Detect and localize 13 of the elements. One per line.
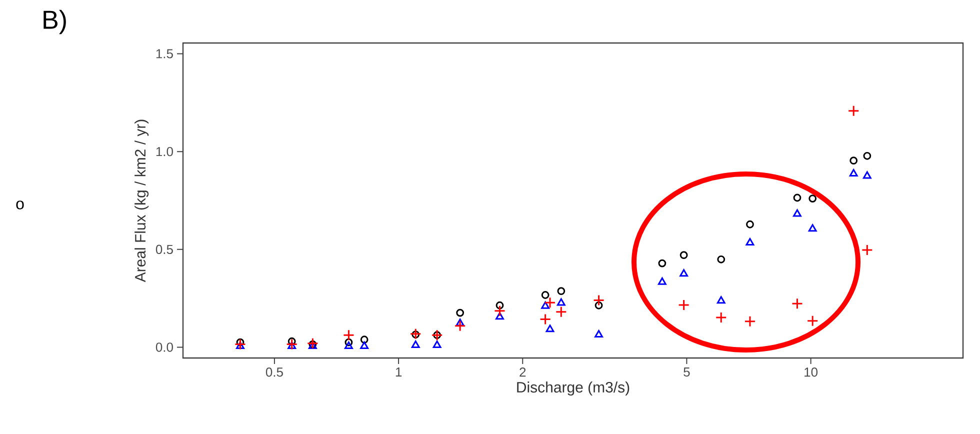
x-tick-label: 10 xyxy=(804,368,818,377)
text: o xyxy=(16,200,24,210)
x-tick-label: 1 xyxy=(396,368,402,376)
x-tick-label: 2 xyxy=(520,368,526,377)
y-tick-label: 0.5 xyxy=(156,244,173,254)
x-tick-label: 5 xyxy=(684,368,690,377)
x-axis-title: Discharge (m3/s) xyxy=(517,382,630,396)
y-tick-label: 1.0 xyxy=(156,146,173,156)
y-tick-label: 0.0 xyxy=(156,342,173,352)
chart-title: B) xyxy=(44,10,66,34)
y-axis-title: Areal Flux (kg / km2 / yr) xyxy=(134,120,149,282)
y-tick-label: 1.5 xyxy=(156,49,173,58)
x-tick-label: 0.5 xyxy=(266,368,283,377)
